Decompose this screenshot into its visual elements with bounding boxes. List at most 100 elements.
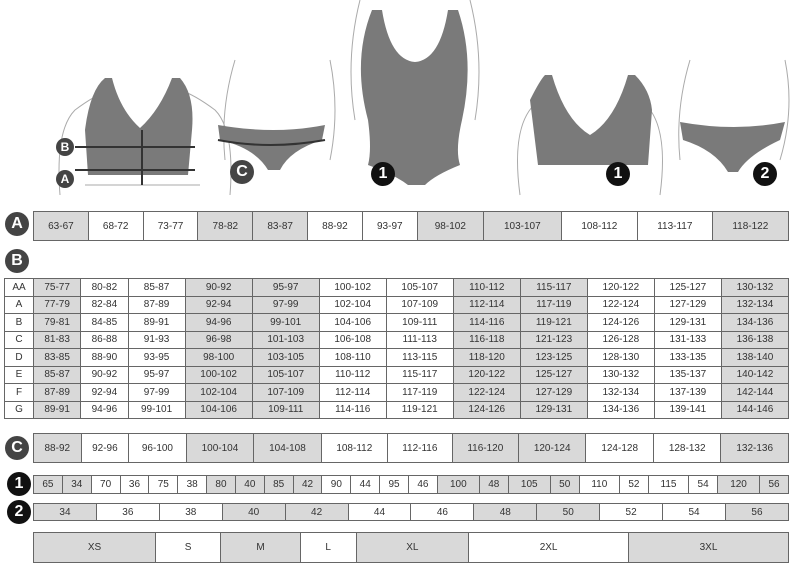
bust-table: AA 75-77 80-82 85-87 90-92 95-97 100-102 105-10… <box>4 278 790 419</box>
bust-cell: 130-132 <box>586 365 655 384</box>
eu-size-cell: 42 <box>292 475 323 494</box>
bust-cell: 115-117 <box>385 365 454 384</box>
bust-cell: 124-126 <box>586 313 655 332</box>
fr-size-cell: 100 <box>436 475 480 494</box>
eu-size-cell: 56 <box>759 475 789 494</box>
row-2-label: 2 <box>7 500 31 524</box>
brief-size-cell: 54 <box>662 503 726 521</box>
underbust-cell: 108-112 <box>560 211 638 241</box>
bust-cell: 106-108 <box>318 330 387 349</box>
bust-cell: 138-140 <box>720 348 790 367</box>
bust-cell: 122-124 <box>586 295 655 314</box>
bust-cell: 93-95 <box>127 348 186 367</box>
row-1-label: 1 <box>7 472 31 496</box>
bust-cell: 135-137 <box>653 365 722 384</box>
cup-label: D <box>4 348 34 367</box>
bust-cell: 129-131 <box>653 313 722 332</box>
bust-cell: 131-133 <box>653 330 722 349</box>
row-c-label: C <box>5 436 29 460</box>
hip-cell: 112-116 <box>386 433 453 463</box>
eu-brief-table: 34 36 38 40 42 44 46 48 50 52 54 56 <box>33 503 790 521</box>
bust-cell: 128-130 <box>586 348 655 367</box>
bust-cell: 134-136 <box>720 313 790 332</box>
bust-cell: 140-142 <box>720 365 790 384</box>
bust-cell: 102-104 <box>318 295 387 314</box>
bust-cell: 98-100 <box>184 348 253 367</box>
underbust-cell: 103-107 <box>482 211 562 241</box>
table-row: E 85-87 90-92 95-97 100-102 105-107 110-112 115… <box>4 365 790 384</box>
hip-cell: 132-136 <box>720 433 789 463</box>
eu-size-cell: 52 <box>618 475 649 494</box>
bust-cell: 83-85 <box>32 348 82 367</box>
eu-swimsuit-table: 65 34 70 36 75 38 80 40 85 42 90 44 95 46 100 48 105 50 11… <box>33 475 789 494</box>
bust-cell: 96-98 <box>184 330 253 349</box>
marker-2-icon: 2 <box>753 162 777 186</box>
bust-cell: 119-121 <box>519 313 588 332</box>
bust-cell: 132-134 <box>586 383 655 402</box>
bust-cell: 126-128 <box>586 330 655 349</box>
bust-cell: 144-146 <box>720 400 790 419</box>
bust-cell: 112-114 <box>452 295 521 314</box>
hip-cell: 104-108 <box>253 433 322 463</box>
brief-size-cell: 40 <box>221 503 286 521</box>
eu-size-cell: 38 <box>177 475 208 494</box>
bust-cell: 75-77 <box>32 278 82 297</box>
table-row: B 79-81 84-85 89-91 94-96 99-101 104-106 109-11… <box>4 313 790 332</box>
bust-cell: 133-135 <box>653 348 722 367</box>
hip-cell: 120-124 <box>517 433 587 463</box>
fr-size-cell: 90 <box>321 475 352 494</box>
underbust-cell: 93-97 <box>361 211 418 241</box>
bust-cell: 108-110 <box>318 348 387 367</box>
bust-cell: 104-106 <box>184 400 253 419</box>
bust-cell: 125-127 <box>519 365 588 384</box>
eu-size-cell: 44 <box>350 475 381 494</box>
bust-cell: 132-134 <box>720 295 790 314</box>
eu-size-cell: 50 <box>549 475 580 494</box>
table-row: A 77-79 82-84 87-89 92-94 97-99 102-104 107-109… <box>4 295 790 314</box>
table-row: G 89-91 94-96 99-101 104-106 109-111 114-116 11… <box>4 400 790 419</box>
hip-table: 88-92 92-96 96-100 100-104 104-108 108-112 112… <box>33 433 789 463</box>
cup-label: A <box>4 295 34 314</box>
bust-cell: 125-127 <box>653 278 722 297</box>
marker-c-icon: C <box>230 160 254 184</box>
bust-cell: 114-116 <box>318 400 387 419</box>
bust-cell: 112-114 <box>318 383 387 402</box>
bust-cell: 117-119 <box>519 295 588 314</box>
cup-label: B <box>4 313 34 332</box>
eu-size-cell: 48 <box>478 475 509 494</box>
cup-label: F <box>4 383 34 402</box>
cup-label: E <box>4 365 34 384</box>
bust-cell: 94-96 <box>80 400 129 419</box>
brief-size-cell: 42 <box>284 503 349 521</box>
bust-cell: 119-121 <box>385 400 454 419</box>
table-row: F 87-89 92-94 97-99 102-104 107-109 112-114 117… <box>4 383 790 402</box>
size-label-table: XS S M L XL 2XL 3XL <box>32 532 789 563</box>
bust-cell: 142-144 <box>720 383 790 402</box>
bust-cell: 123-125 <box>519 348 588 367</box>
fr-size-cell: 75 <box>148 475 179 494</box>
marker-b-icon: B <box>56 138 74 156</box>
bust-cell: 116-118 <box>452 330 521 349</box>
hip-cell: 124-128 <box>585 433 654 463</box>
size-label-cell: XS <box>32 532 157 563</box>
bust-cell: 120-122 <box>452 365 521 384</box>
bust-cell: 107-109 <box>251 383 320 402</box>
table-row: D 83-85 88-90 93-95 98-100 103-105 108-110 113-… <box>4 348 790 367</box>
bust-cell: 139-141 <box>653 400 722 419</box>
hip-cell: 108-112 <box>320 433 388 463</box>
bust-cell: 109-111 <box>251 400 320 419</box>
bust-cell: 97-99 <box>127 383 186 402</box>
bust-cell: 94-96 <box>184 313 253 332</box>
bust-cell: 87-89 <box>127 295 186 314</box>
size-label-cell: L <box>299 532 357 563</box>
hip-cell: 96-100 <box>128 433 187 463</box>
hip-cell: 100-104 <box>185 433 255 463</box>
size-label-cell: S <box>155 532 222 563</box>
underbust-cell: 78-82 <box>197 211 254 241</box>
bust-cell: 85-87 <box>127 278 186 297</box>
marker-1-icon: 1 <box>606 162 630 186</box>
eu-size-cell: 36 <box>119 475 150 494</box>
bust-cell: 127-129 <box>519 383 588 402</box>
table-row: C 81-83 86-88 91-93 96-98 101-103 106-108 111-1… <box>4 330 790 349</box>
